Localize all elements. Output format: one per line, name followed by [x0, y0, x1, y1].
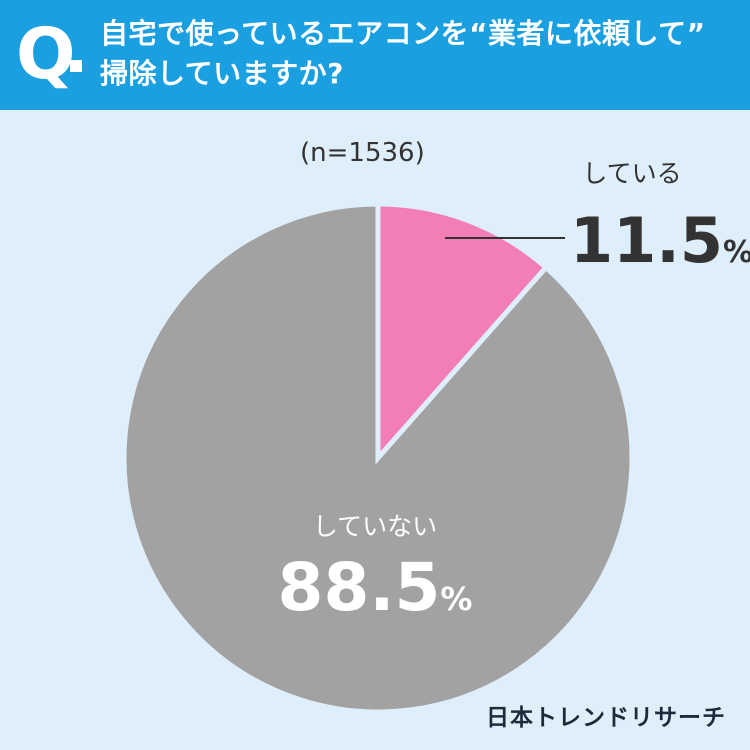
q-dot	[70, 60, 82, 72]
slice-value-number-shiteiru: 11.5	[570, 204, 723, 277]
slice-label-shiteiru: している	[582, 159, 681, 188]
question-line-2: 掃除していますか?	[100, 57, 344, 90]
q-mark: Q	[16, 13, 76, 95]
slice-value-unit-shiteinai: %	[440, 580, 472, 618]
slice-label-shiteinai: していない	[313, 512, 437, 541]
slice-value-number-shiteinai: 88.5	[278, 549, 441, 626]
slice-value-unit-shiteiru: %	[723, 235, 750, 270]
question-text: 自宅で使っているエアコンを“業者に依頼して” 掃除していますか?	[100, 14, 740, 94]
question-line-1: 自宅で使っているエアコンを“業者に依頼して”	[100, 17, 706, 50]
sample-size-label: (n=1536)	[300, 138, 425, 168]
slice-value-shiteinai: 88.5%	[278, 549, 473, 626]
pie-slice-shiteiru	[375, 201, 550, 465]
brand-logo: 日本トレンドリサーチ	[486, 705, 726, 731]
question-header: Q 自宅で使っているエアコンを“業者に依頼して” 掃除していますか?	[0, 0, 750, 110]
pie-slice-shiteinai	[121, 201, 635, 715]
slice-value-shiteiru: 11.5%	[570, 204, 750, 277]
